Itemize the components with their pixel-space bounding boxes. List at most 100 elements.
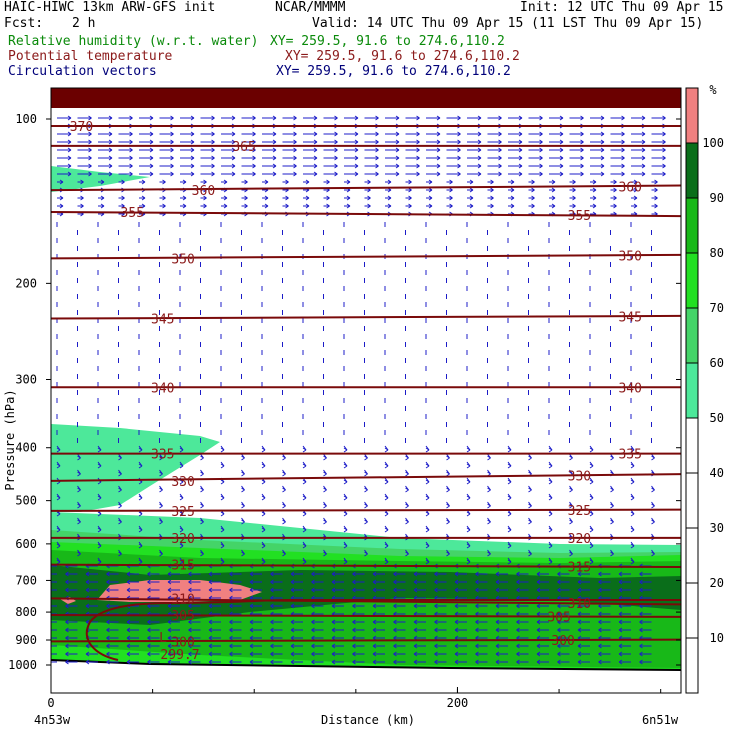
wind-vector-head xyxy=(610,519,614,525)
wind-vector-head xyxy=(651,487,655,493)
wind-vector-head xyxy=(343,511,348,517)
wind-vector-head xyxy=(311,619,315,625)
wind-vector-head xyxy=(290,651,295,657)
wind-vector-head xyxy=(364,455,368,461)
wind-vector-head xyxy=(405,455,409,461)
wind-vector-head xyxy=(59,179,64,185)
field-vectors-xy: XY= 259.5, 91.6 to 274.6,110.2 xyxy=(276,64,511,79)
wind-vector-head xyxy=(559,155,564,161)
wind-vector-head xyxy=(372,627,377,633)
wind-vector-head xyxy=(85,603,90,609)
wind-vector-head xyxy=(65,603,69,609)
wind-vector-head xyxy=(469,187,474,193)
wind-vector-head xyxy=(118,487,122,493)
wind-vector-head xyxy=(208,571,213,577)
wind-vector-head xyxy=(633,203,638,209)
theta-contour xyxy=(51,253,681,260)
wind-vector-head xyxy=(580,131,584,137)
theta-contour xyxy=(51,473,681,482)
wind-vector-head xyxy=(97,495,102,501)
wind-vector-head xyxy=(56,543,61,549)
wind-vector-head xyxy=(249,635,254,641)
wind-vector-head xyxy=(200,455,204,461)
wind-vector-head xyxy=(149,115,154,121)
wind-vector-head xyxy=(167,659,172,665)
wind-vector-head xyxy=(651,455,655,461)
wind-vector-head xyxy=(364,471,368,477)
wind-vector-head xyxy=(621,115,625,121)
wind-vector-head xyxy=(313,163,318,169)
wind-vector-head xyxy=(229,619,233,625)
wind-vector-head xyxy=(65,651,69,657)
wind-vector-head xyxy=(436,139,441,145)
wind-vector-head xyxy=(138,511,143,517)
wind-vector-head xyxy=(352,627,356,633)
wind-vector-head xyxy=(630,559,635,565)
wind-vector-head xyxy=(293,171,297,177)
wind-vector-head xyxy=(252,115,256,121)
wind-vector-head xyxy=(211,131,215,137)
wind-vector-head xyxy=(367,179,371,185)
wind-vector-head xyxy=(282,519,286,525)
wind-vector-head xyxy=(261,479,266,485)
wind-vector-head xyxy=(589,511,594,517)
wind-vector-head xyxy=(167,643,172,649)
wind-vector-head xyxy=(252,139,256,145)
wind-vector-head xyxy=(395,155,400,161)
forecast-hours: 2 h xyxy=(72,16,96,31)
wind-vector-head xyxy=(551,187,556,193)
wind-vector-head xyxy=(126,627,131,633)
wind-vector-head xyxy=(449,195,453,201)
wind-vector-head xyxy=(395,147,400,153)
wind-vector-head xyxy=(290,619,295,625)
rh-upper-teal xyxy=(51,166,150,192)
wind-vector-head xyxy=(651,519,655,525)
wind-vector-head xyxy=(138,463,143,469)
wind-vector-head xyxy=(557,571,561,577)
wind-vector-head xyxy=(436,131,441,137)
wind-vector-head xyxy=(621,147,625,153)
wind-vector-head xyxy=(539,171,543,177)
wind-vector-head xyxy=(454,643,459,649)
y-tick-label: 200 xyxy=(15,276,37,290)
wind-vector-head xyxy=(208,587,213,593)
wind-vector-head xyxy=(413,571,418,577)
wind-vector-head xyxy=(551,179,556,185)
wind-vector-head xyxy=(282,471,286,477)
wind-vector-head xyxy=(159,455,163,461)
wind-vector-head xyxy=(270,619,274,625)
wind-vector-head xyxy=(162,195,166,201)
wind-vector-head xyxy=(170,171,174,177)
theta-label: 310 xyxy=(568,597,591,612)
wind-vector-head xyxy=(334,163,338,169)
wind-vector-head xyxy=(45,588,48,592)
wind-vector-head xyxy=(454,571,459,577)
wind-vector-head xyxy=(159,551,163,557)
wind-vector-head xyxy=(490,179,494,185)
theta-label: 345 xyxy=(618,311,641,326)
wind-vector-head xyxy=(149,155,154,161)
wind-vector-head xyxy=(147,635,151,641)
wind-vector-head xyxy=(372,579,377,585)
theta-label: 300 xyxy=(171,635,194,650)
wind-vector-head xyxy=(252,131,256,137)
wind-vector-head xyxy=(498,131,502,137)
wind-vector-head xyxy=(85,571,90,577)
wind-vector-head xyxy=(621,163,625,169)
wind-vector-head xyxy=(129,171,133,177)
wind-vector-head xyxy=(536,651,541,657)
wind-vector-head xyxy=(425,447,430,453)
wind-vector-head xyxy=(313,171,318,177)
wind-vector-head xyxy=(641,171,646,177)
wind-vector-head xyxy=(633,195,638,201)
wind-vector-head xyxy=(167,651,172,657)
wind-vector-head xyxy=(610,487,614,493)
wind-vector-head xyxy=(334,131,338,137)
wind-vector-head xyxy=(630,543,635,549)
wind-vector-head xyxy=(346,195,351,201)
wind-vector-head xyxy=(580,139,584,145)
wind-vector-head xyxy=(326,179,330,185)
wind-vector-head xyxy=(352,643,356,649)
wind-vector-head xyxy=(446,503,450,509)
wind-vector-head xyxy=(311,659,315,665)
